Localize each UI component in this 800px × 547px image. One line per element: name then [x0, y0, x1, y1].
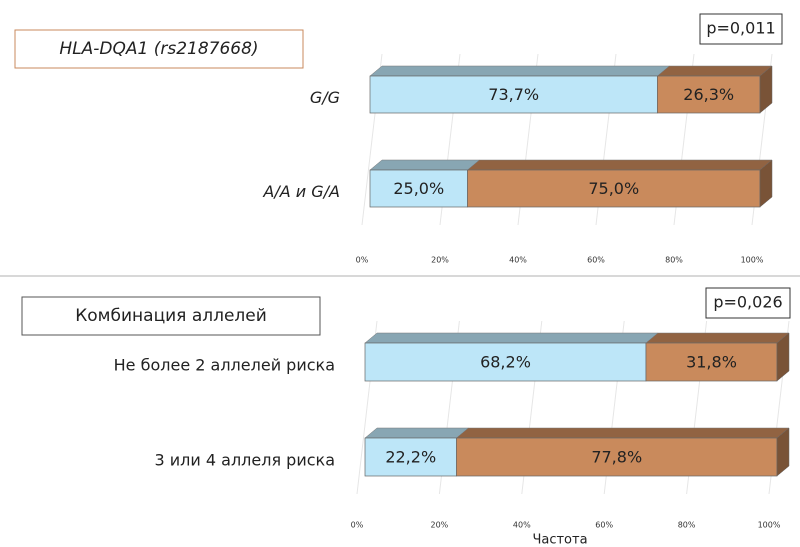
value-label: 75,0%	[588, 179, 639, 198]
chart-title: HLA-DQA1 (rs2187668)	[59, 39, 258, 59]
x-tick-label: 20%	[431, 256, 449, 265]
bar-top	[364, 332, 659, 344]
x-tick-label: 100%	[741, 256, 764, 265]
x-tick-label: 60%	[595, 521, 613, 530]
bar-side	[776, 332, 790, 382]
bar-segment	[364, 332, 659, 382]
bar-segment	[645, 332, 790, 382]
bar-top	[466, 159, 773, 171]
bar-top	[455, 427, 790, 439]
category-label: G/G	[310, 88, 340, 107]
value-label: 26,3%	[683, 85, 734, 104]
bar-top	[364, 427, 470, 439]
value-label: 25,0%	[393, 179, 444, 198]
chart-title: Комбинация аллелей	[75, 306, 267, 326]
bar-segment	[455, 427, 790, 477]
bar-top	[656, 65, 773, 77]
annotation-box	[705, 287, 791, 319]
x-tick-label: 60%	[587, 256, 605, 265]
annotation: p=0,026	[713, 293, 782, 312]
value-label: 68,2%	[480, 353, 531, 372]
bar-front	[456, 437, 778, 477]
bar-side	[776, 427, 790, 477]
bar-side	[759, 159, 773, 208]
x-tick-label: 40%	[509, 256, 527, 265]
annotation: p=0,011	[706, 19, 775, 38]
value-label: 31,8%	[686, 353, 737, 372]
value-label: 77,8%	[591, 448, 642, 467]
x-tick-label: 0%	[356, 256, 369, 265]
title-box	[14, 29, 304, 69]
bar-segment	[369, 159, 481, 208]
bar-front	[369, 169, 468, 208]
bar-front	[364, 342, 647, 382]
category-label: 3 или 4 аллеля риска	[155, 451, 336, 470]
x-axis-label: Частота	[532, 533, 587, 547]
bar-side	[759, 65, 773, 114]
bar-front	[467, 169, 761, 208]
bar-segment	[364, 427, 470, 477]
bar-segment	[656, 65, 773, 114]
bar-top	[369, 159, 481, 171]
annotation-box	[699, 13, 783, 45]
x-tick-label: 0%	[351, 521, 364, 530]
x-tick-label: 80%	[665, 256, 683, 265]
bar-front	[364, 437, 457, 477]
value-label: 22,2%	[385, 448, 436, 467]
value-label: 73,7%	[488, 85, 539, 104]
x-tick-label: 40%	[513, 521, 531, 530]
bar-segment	[466, 159, 773, 208]
category-label: Не более 2 аллелей риска	[114, 356, 335, 375]
title-box	[21, 296, 321, 336]
bar-top	[645, 332, 790, 344]
bar-top	[369, 65, 671, 77]
category-label: A/A и G/A	[262, 182, 340, 201]
x-tick-label: 100%	[758, 521, 781, 530]
x-tick-label: 80%	[678, 521, 696, 530]
x-tick-label: 20%	[431, 521, 449, 530]
